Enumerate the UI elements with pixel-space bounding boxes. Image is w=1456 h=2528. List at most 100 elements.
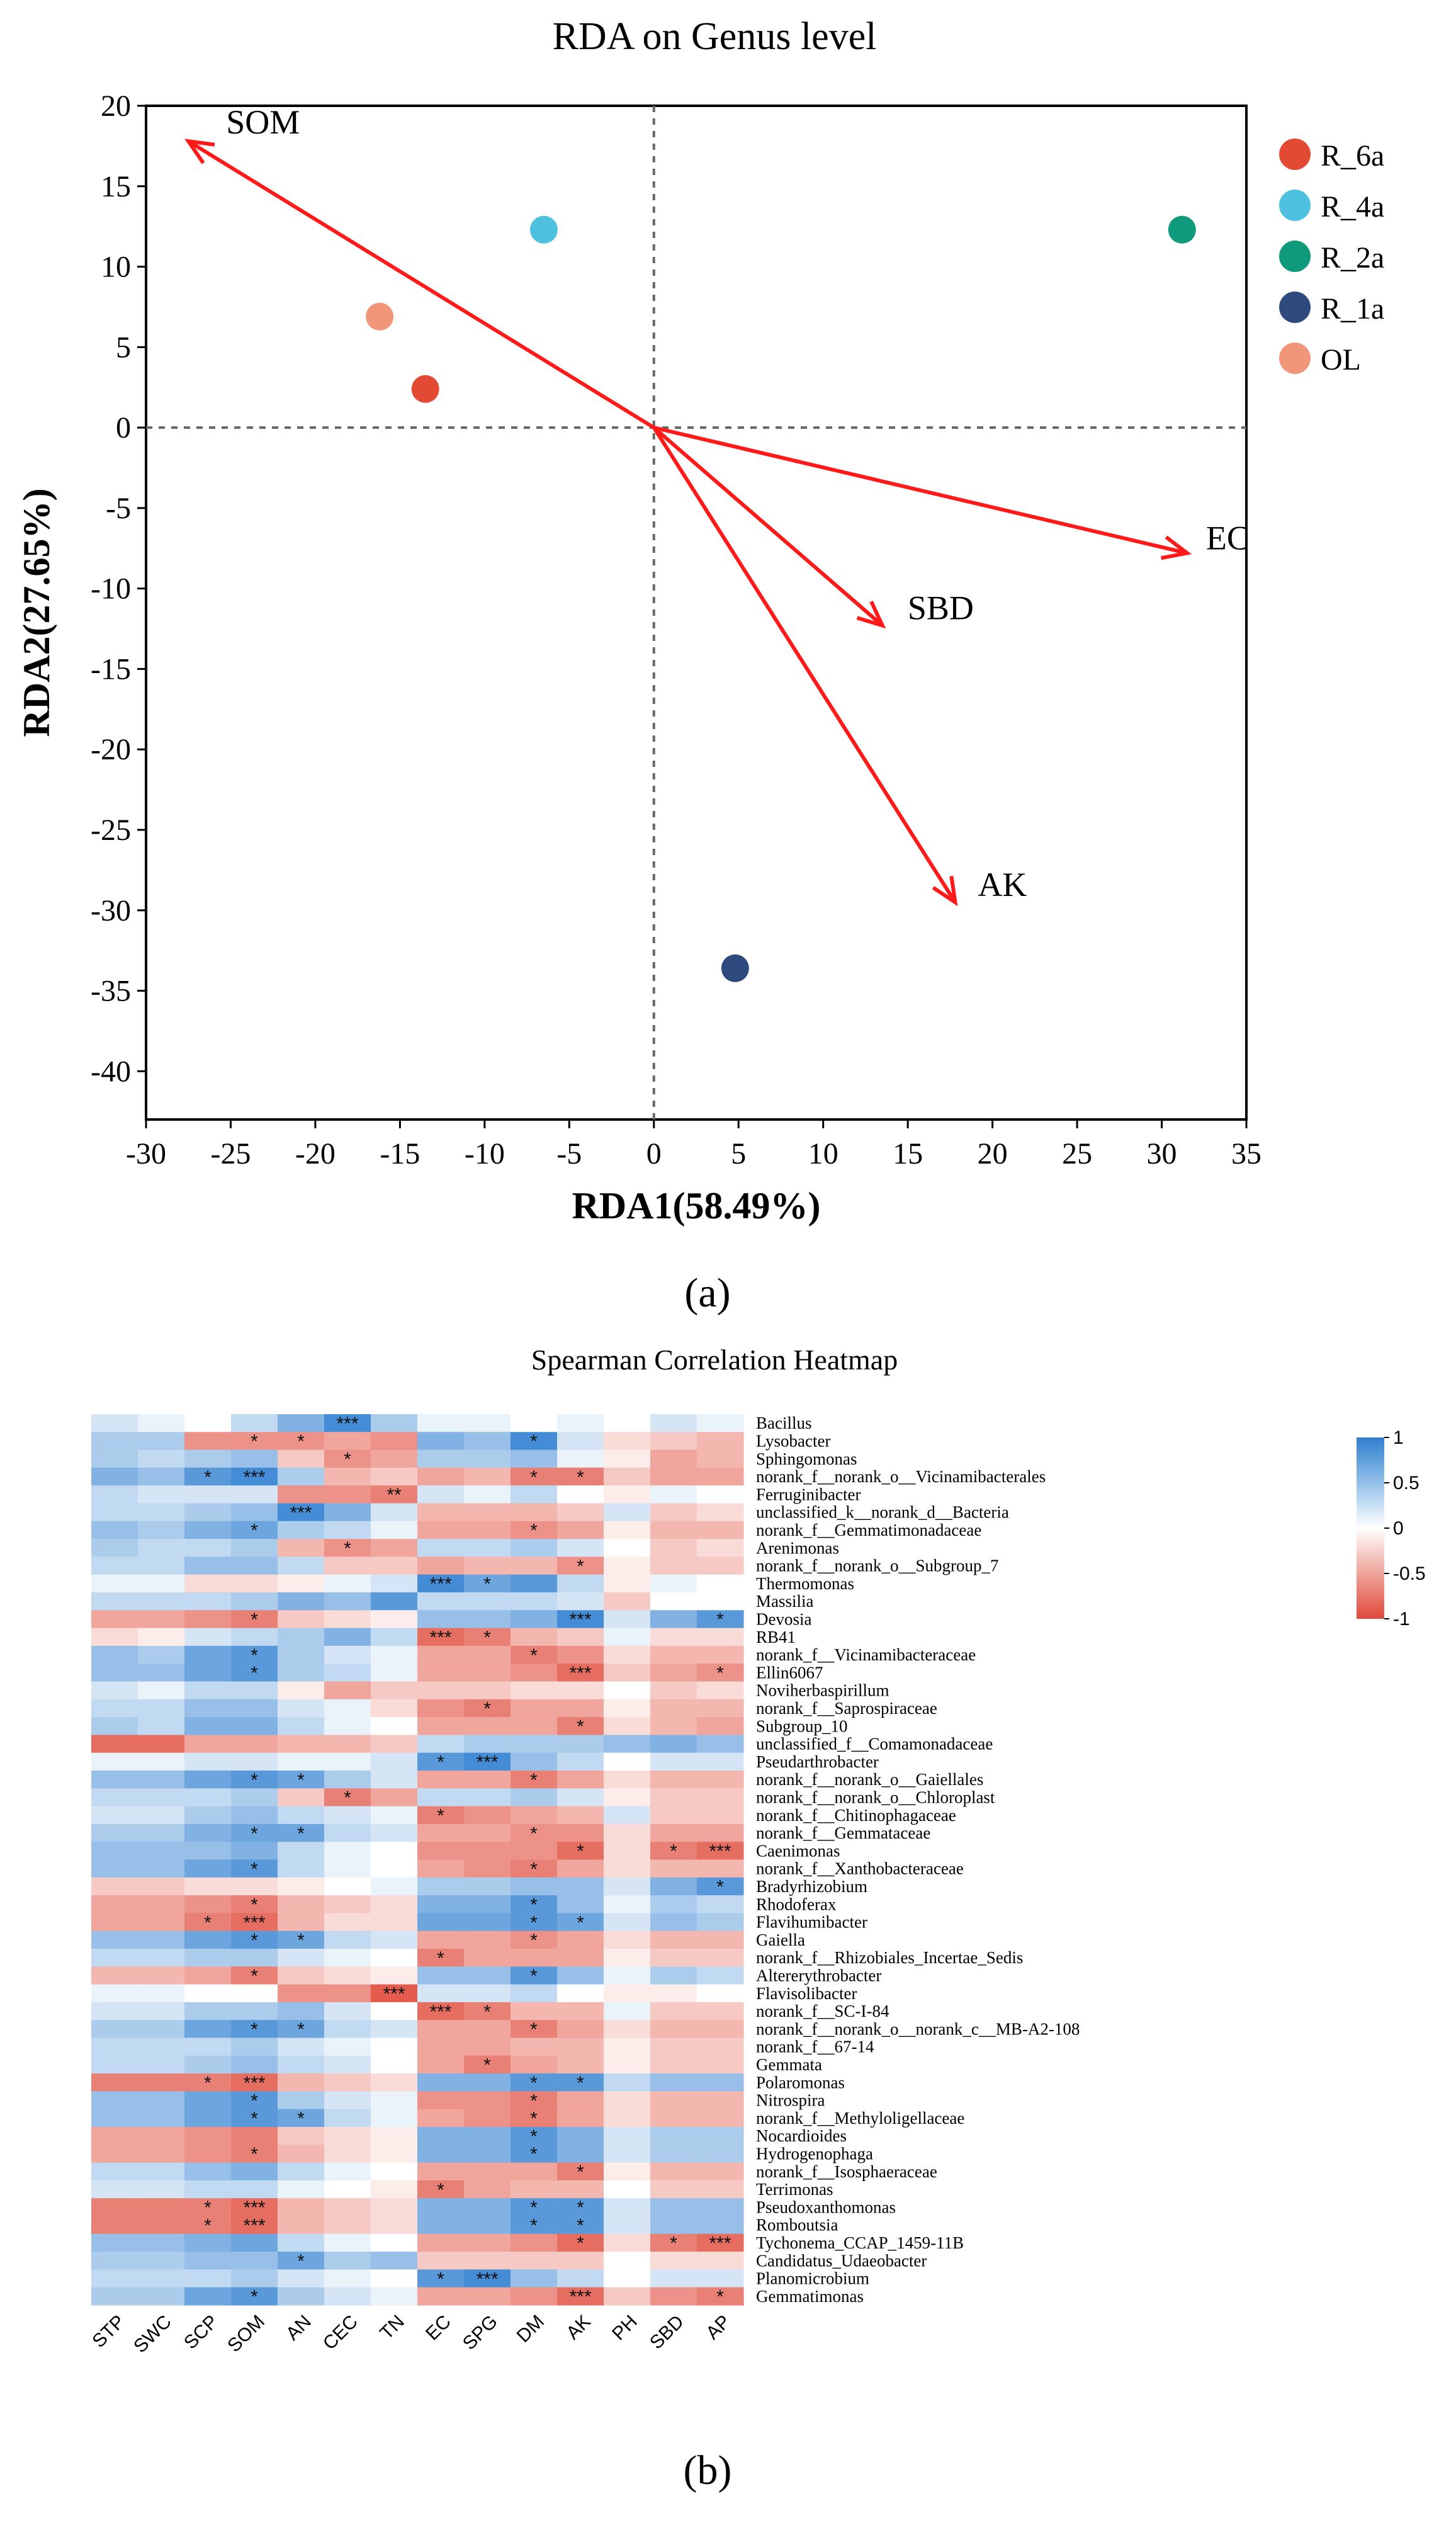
heatmap-cell	[184, 1771, 232, 1789]
heatmap-cell	[184, 2162, 232, 2181]
heatmap-cell	[417, 1913, 465, 1932]
heatmap-cell	[231, 2091, 278, 2110]
heatmap-significance: *	[251, 1966, 258, 1987]
heatmap-cell	[184, 1877, 232, 1896]
heatmap-cell	[417, 2233, 465, 2252]
heatmap-cell	[371, 1752, 418, 1771]
heatmap-cell	[650, 2127, 697, 2145]
heatmap-cell	[91, 1485, 138, 1504]
heatmap-row-label: Pseudoxanthomonas	[756, 2197, 896, 2216]
heatmap-cell	[278, 2038, 325, 2056]
heatmap-cell	[697, 1717, 744, 1735]
heatmap-cell	[511, 1806, 558, 1825]
heatmap-cell	[138, 1521, 185, 1539]
heatmap-cell	[511, 1966, 558, 1985]
heatmap-cell	[650, 1984, 697, 2003]
heatmap-row-label: Altererythrobacter	[756, 1966, 881, 1985]
heatmap-colorbar-ticks: 1 0.5 0 -0.5 -1	[1384, 1427, 1426, 1630]
heatmap-cell	[138, 2073, 185, 2092]
heatmap-cell	[557, 1521, 604, 1539]
heatmap-cell	[324, 2002, 371, 2021]
heatmap-cell	[417, 1592, 465, 1611]
heatmap-cell	[557, 1503, 604, 1522]
rda-arrow-label: AK	[978, 866, 1027, 904]
heatmap-cell	[464, 2038, 511, 2056]
heatmap-cell	[464, 1699, 511, 1718]
heatmap-column-label: STP	[88, 2311, 129, 2352]
heatmap-cell	[278, 2091, 325, 2110]
heatmap-cell	[278, 1788, 325, 1807]
heatmap-cell	[650, 1949, 697, 1967]
rda-arrow-shaft	[187, 139, 655, 429]
heatmap-cell	[697, 1521, 744, 1539]
heatmap-cell	[324, 2269, 371, 2288]
heatmap-cell	[91, 1592, 138, 1611]
rda-x-tick-label: 30	[1147, 1137, 1177, 1170]
heatmap-cell	[278, 2055, 325, 2074]
heatmap-row-label: Pseudarthrobacter	[756, 1752, 879, 1771]
heatmap-cell	[278, 1806, 325, 1825]
heatmap-cell	[278, 2162, 325, 2181]
heatmap-cell	[278, 1414, 325, 1432]
heatmap-cell	[604, 2055, 651, 2074]
rda-ticks: -30 -25 -20 -15 -10 -5 0 5 10 15 20 25 30 35 20 15 10 5 0 -…	[91, 89, 1261, 1170]
heatmap-cell	[557, 1913, 604, 1932]
heatmap-cell	[278, 1735, 325, 1754]
heatmap-cell	[324, 1628, 371, 1647]
heatmap-cell	[91, 2180, 138, 2199]
heatmap-cell	[464, 1521, 511, 1539]
heatmap-cell	[650, 1664, 697, 1682]
heatmap-cell	[371, 1842, 418, 1861]
heatmap-cell	[138, 2198, 185, 2217]
heatmap-cell	[91, 1984, 138, 2003]
heatmap-cell	[511, 1610, 558, 1629]
rda-y-tick-label: -40	[91, 1055, 131, 1088]
heatmap-cell	[184, 1895, 232, 1913]
heatmap-cell	[324, 2038, 371, 2056]
heatmap-cell	[231, 1984, 278, 2003]
heatmap-cell	[371, 2073, 418, 2092]
heatmap-cell	[278, 2020, 325, 2039]
heatmap-cell	[91, 1414, 138, 1432]
heatmap-cell	[557, 1788, 604, 1807]
heatmap-significance: *	[437, 1806, 444, 1827]
heatmap-cell	[91, 1806, 138, 1825]
heatmap-cell	[324, 2198, 371, 2217]
heatmap-cell	[511, 1930, 558, 1949]
heatmap-row-label: norank_f__Saprospiraceae	[756, 1699, 937, 1718]
heatmap-cell	[371, 1771, 418, 1789]
heatmap-cell	[511, 1895, 558, 1913]
heatmap-cell	[557, 1984, 604, 2003]
heatmap-significance: *	[251, 2109, 258, 2129]
heatmap-cell	[138, 1984, 185, 2003]
heatmap-cell	[697, 1877, 744, 1896]
rda-y-axis-label: RDA2(27.65%)	[16, 489, 57, 737]
heatmap-cell	[231, 1449, 278, 1468]
heatmap-significance: *	[297, 1823, 305, 1844]
heatmap-cell	[511, 1842, 558, 1861]
heatmap-cell	[278, 1503, 325, 1522]
heatmap-cell	[417, 1485, 465, 1504]
heatmap-significance: ***	[383, 1984, 405, 2005]
rda-y-tick-label: 0	[116, 411, 131, 445]
heatmap-cell	[650, 1913, 697, 1932]
heatmap-cell	[650, 1539, 697, 1557]
heatmap-cell	[231, 1913, 278, 1932]
heatmap-cell	[184, 1699, 232, 1718]
heatmap-significance: ***	[476, 2269, 498, 2289]
heatmap-cell	[604, 1467, 651, 1486]
heatmap-significance: *	[251, 1859, 258, 1879]
heatmap-cell	[511, 2233, 558, 2252]
heatmap-cell	[138, 1717, 185, 1735]
heatmap-cell	[184, 1966, 232, 1985]
heatmap-row-label: Arenimonas	[756, 1538, 839, 1557]
heatmap-cell	[604, 1628, 651, 1647]
heatmap-cell	[464, 1859, 511, 1878]
heatmap-column-label: PH	[608, 2311, 641, 2345]
rda-zero-lines	[146, 106, 1246, 1119]
heatmap-significance: *	[530, 2090, 538, 2111]
heatmap-cell	[511, 1877, 558, 1896]
heatmap-cell	[511, 1521, 558, 1539]
heatmap-significance: *	[530, 2019, 538, 2040]
heatmap-cell	[697, 1449, 744, 1468]
